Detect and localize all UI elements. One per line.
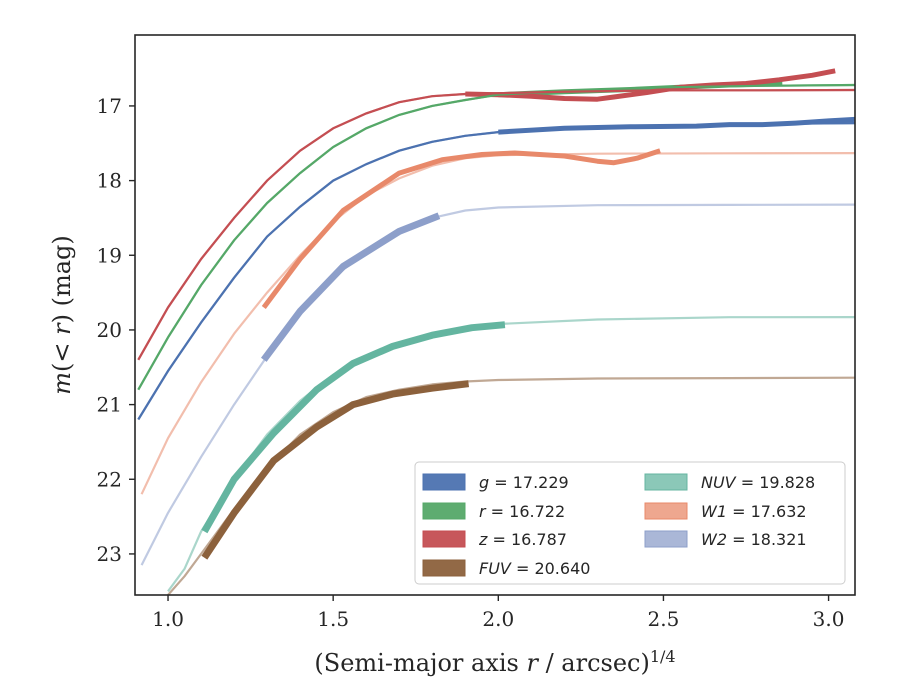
legend-label-w1: W1 = 17.632 (701, 502, 807, 521)
x-tick-label: 2.5 (648, 607, 680, 631)
x-axis-label: (Semi-major axis r / arcsec)1/4 (314, 647, 675, 677)
legend-label-fuv: FUV = 20.640 (479, 559, 590, 578)
series-nuv-observed-band (201, 321, 506, 534)
legend-label-r: r = 16.722 (479, 502, 565, 521)
series-w1-observed-band (261, 148, 661, 309)
y-tick-label: 21 (97, 393, 122, 417)
y-tick-label: 17 (97, 94, 122, 118)
x-tick-label: 3.0 (813, 607, 845, 631)
y-tick-label: 19 (97, 243, 122, 267)
series-z-model-curve (137, 88, 855, 361)
legend-label-z: z = 16.787 (478, 530, 567, 549)
legend-label-g: g = 17.229 (479, 473, 569, 492)
x-tick-label: 2.0 (482, 607, 514, 631)
legend-frame (414, 461, 846, 585)
series-layer (137, 68, 855, 595)
legend-swatch-r (422, 502, 466, 520)
series-w2-observed-band (260, 212, 441, 362)
series-fuv-model-line (167, 376, 855, 595)
y-tick-label: 20 (97, 318, 122, 342)
y-axis: 17 18 19 20 21 22 23 (97, 94, 135, 566)
x-axis: 1.0 1.5 2.0 2.5 3.0 (152, 595, 844, 631)
series-r-model-curve (137, 83, 855, 391)
legend-swatch-nuv (644, 473, 688, 491)
legend-label-w2: W2 = 18.321 (701, 530, 807, 549)
y-tick-label: 18 (97, 169, 122, 193)
plot-frame (134, 34, 856, 596)
legend-swatch-g (422, 473, 466, 491)
legend-swatch-w1 (644, 502, 688, 520)
x-tick-label: 1.0 (152, 607, 184, 631)
legend-swatch-w2 (644, 530, 688, 548)
legend: g = 17.229 r = 16.722 z = 16.787 FUV = 20.6… (414, 461, 846, 585)
y-axis-label: m(< r) (mag) (48, 235, 76, 395)
x-tick-label: 1.5 (317, 607, 349, 631)
series-fuv-observed-band (201, 380, 470, 560)
series-g-model-curve (137, 122, 855, 421)
y-tick-label: 23 (97, 542, 122, 566)
legend-label-nuv: NUV = 19.828 (701, 473, 815, 492)
legend-swatch-z (422, 530, 466, 548)
series-z-observed-band (465, 68, 836, 102)
y-tick-label: 22 (97, 467, 122, 491)
legend-swatch-fuv (422, 559, 466, 577)
